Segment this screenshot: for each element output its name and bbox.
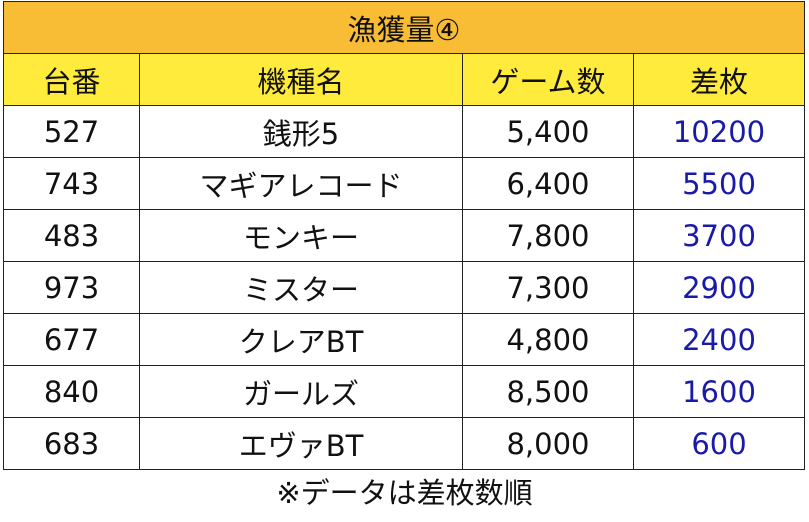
cell-difference: 3700 (633, 209, 805, 262)
table-title: 漁獲量④ (3, 1, 805, 54)
table-row: 683 エヴァBT 8,000 600 (3, 417, 805, 470)
cell-machine-number: 840 (3, 365, 140, 418)
cell-difference: 10200 (633, 105, 805, 158)
cell-model-name: マギアレコード (139, 157, 463, 210)
cell-machine-number: 527 (3, 105, 140, 158)
header-game-count: ゲーム数 (462, 53, 634, 106)
cell-model-name: ガールズ (139, 365, 463, 418)
cell-difference: 5500 (633, 157, 805, 210)
header-difference: 差枚 (633, 53, 805, 106)
cell-model-name: ミスター (139, 261, 463, 314)
cell-model-name: クレアBT (139, 313, 463, 366)
cell-machine-number: 677 (3, 313, 140, 366)
cell-game-count: 6,400 (462, 157, 634, 210)
table-row: 743 マギアレコード 6,400 5500 (3, 157, 805, 210)
footnote: ※データは差枚数順 (276, 476, 533, 510)
cell-machine-number: 483 (3, 209, 140, 262)
header-machine-number: 台番 (3, 53, 140, 106)
table-row: 677 クレアBT 4,800 2400 (3, 313, 805, 366)
header-row: 台番 機種名 ゲーム数 差枚 (3, 53, 805, 106)
cell-model-name: エヴァBT (139, 417, 463, 470)
cell-difference: 1600 (633, 365, 805, 418)
cell-game-count: 7,800 (462, 209, 634, 262)
table-row: 973 ミスター 7,300 2900 (3, 261, 805, 314)
cell-machine-number: 683 (3, 417, 140, 470)
cell-machine-number: 973 (3, 261, 140, 314)
cell-game-count: 8,000 (462, 417, 634, 470)
cell-model-name: 銭形5 (139, 105, 463, 158)
results-table: 漁獲量④ 台番 機種名 ゲーム数 差枚 527 銭形5 5,400 10200 743 マ… (3, 1, 805, 470)
header-model-name: 機種名 (139, 53, 463, 106)
table-row: 840 ガールズ 8,500 1600 (3, 365, 805, 418)
cell-difference: 2400 (633, 313, 805, 366)
cell-machine-number: 743 (3, 157, 140, 210)
cell-game-count: 5,400 (462, 105, 634, 158)
cell-game-count: 8,500 (462, 365, 634, 418)
title-row: 漁獲量④ (3, 1, 805, 54)
cell-game-count: 4,800 (462, 313, 634, 366)
table-row: 483 モンキー 7,800 3700 (3, 209, 805, 262)
cell-game-count: 7,300 (462, 261, 634, 314)
cell-model-name: モンキー (139, 209, 463, 262)
table-row: 527 銭形5 5,400 10200 (3, 105, 805, 158)
cell-difference: 600 (633, 417, 805, 470)
cell-difference: 2900 (633, 261, 805, 314)
